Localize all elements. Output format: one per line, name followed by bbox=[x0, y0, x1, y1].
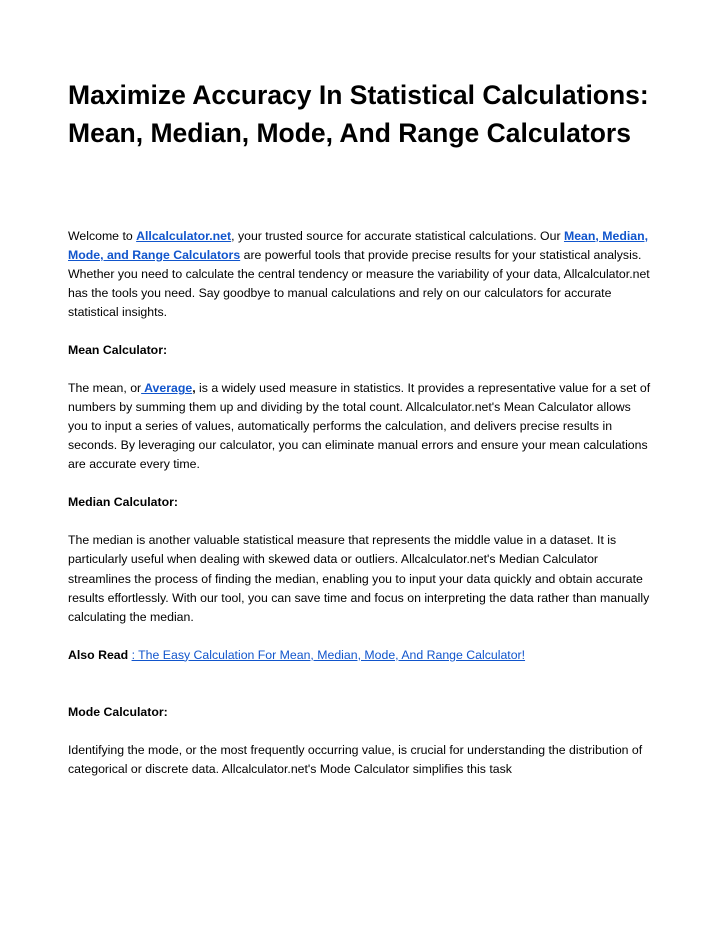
mean-paragraph: The mean, or Average, is a widely used m… bbox=[68, 379, 652, 474]
intro-text-pre: Welcome to bbox=[68, 229, 136, 243]
also-read-label: Also Read bbox=[68, 648, 132, 662]
also-read-line: Also Read : The Easy Calculation For Mea… bbox=[68, 646, 652, 665]
median-label: Median Calculator: bbox=[68, 493, 652, 512]
intro-paragraph: Welcome to Allcalculator.net, your trust… bbox=[68, 227, 652, 322]
also-read-link[interactable]: : The Easy Calculation For Mean, Median,… bbox=[132, 648, 525, 662]
mean-text-pre: The mean, or bbox=[68, 381, 141, 395]
mean-label: Mean Calculator: bbox=[68, 341, 652, 360]
document-page: Maximize Accuracy In Statistical Calcula… bbox=[0, 0, 720, 779]
mode-paragraph: Identifying the mode, or the most freque… bbox=[68, 741, 652, 779]
intro-text-mid: , your trusted source for accurate stati… bbox=[231, 229, 564, 243]
page-title: Maximize Accuracy In Statistical Calcula… bbox=[68, 76, 652, 153]
allcalculator-link[interactable]: Allcalculator.net bbox=[136, 229, 231, 243]
median-paragraph: The median is another valuable statistic… bbox=[68, 531, 652, 626]
average-link[interactable]: Average bbox=[141, 381, 192, 395]
mode-label: Mode Calculator: bbox=[68, 703, 652, 722]
